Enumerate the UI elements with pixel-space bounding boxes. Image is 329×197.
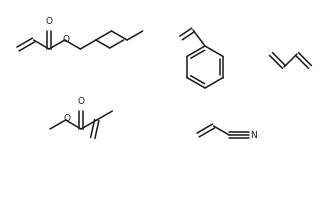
Text: O: O: [63, 113, 70, 123]
Text: N: N: [251, 130, 257, 139]
Text: O: O: [62, 34, 69, 44]
Text: O: O: [78, 97, 85, 106]
Text: O: O: [46, 17, 53, 26]
